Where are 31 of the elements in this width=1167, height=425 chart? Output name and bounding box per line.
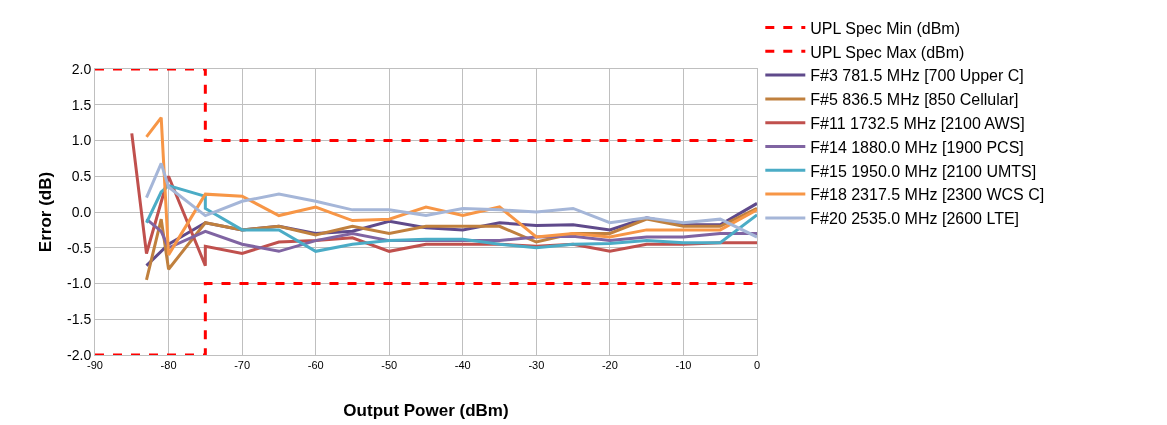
y-axis-title: Error (dB) xyxy=(36,171,55,253)
legend-label: F#15 1950.0 MHz [2100 UMTS] xyxy=(810,162,1037,180)
x-axis-title: Output Power (dBm) xyxy=(343,401,509,420)
y-tick-label: 1.5 xyxy=(71,96,92,113)
legend-label: F#20 2535.0 MHz [2600 LTE] xyxy=(810,210,1020,228)
y-tick-label: -1.0 xyxy=(67,275,92,292)
x-tick-label: -60 xyxy=(307,359,324,372)
legend-label: F#18 2317.5 MHz [2300 WCS C] xyxy=(810,186,1045,204)
legend-label: F#14 1880.0 MHz [1900 PCS] xyxy=(810,138,1024,156)
x-tick-label: -10 xyxy=(675,359,692,372)
x-tick-label: 0 xyxy=(753,359,761,372)
y-tick-label: 1.0 xyxy=(71,132,92,149)
x-tick-label: -40 xyxy=(454,359,471,372)
x-tick-label: -20 xyxy=(601,359,618,372)
x-tick-label: -50 xyxy=(381,359,398,372)
line-series xyxy=(144,116,757,257)
y-tick-label: -0.5 xyxy=(67,239,92,256)
x-tick-label: -30 xyxy=(528,359,545,372)
legend-label: F#5 836.5 MHz [850 Cellular] xyxy=(810,91,1019,109)
x-tick-label: -80 xyxy=(160,359,177,372)
legend-label: UPL Spec Min (dBm) xyxy=(810,19,960,37)
y-tick-label: 0.0 xyxy=(71,203,92,220)
y-tick-label: 2.0 xyxy=(71,60,92,77)
y-tick-label: -1.5 xyxy=(67,311,92,328)
legend-label: UPL Spec Max (dBm) xyxy=(810,43,965,61)
legend-label: F#11 1732.5 MHz [2100 AWS] xyxy=(810,114,1025,132)
line-series xyxy=(144,161,757,239)
y-tick-label: 0.5 xyxy=(71,168,92,185)
line-series xyxy=(144,184,757,253)
legend-label: F#3 781.5 MHz [700 Upper C] xyxy=(810,67,1024,85)
x-tick-label: -70 xyxy=(234,359,251,372)
